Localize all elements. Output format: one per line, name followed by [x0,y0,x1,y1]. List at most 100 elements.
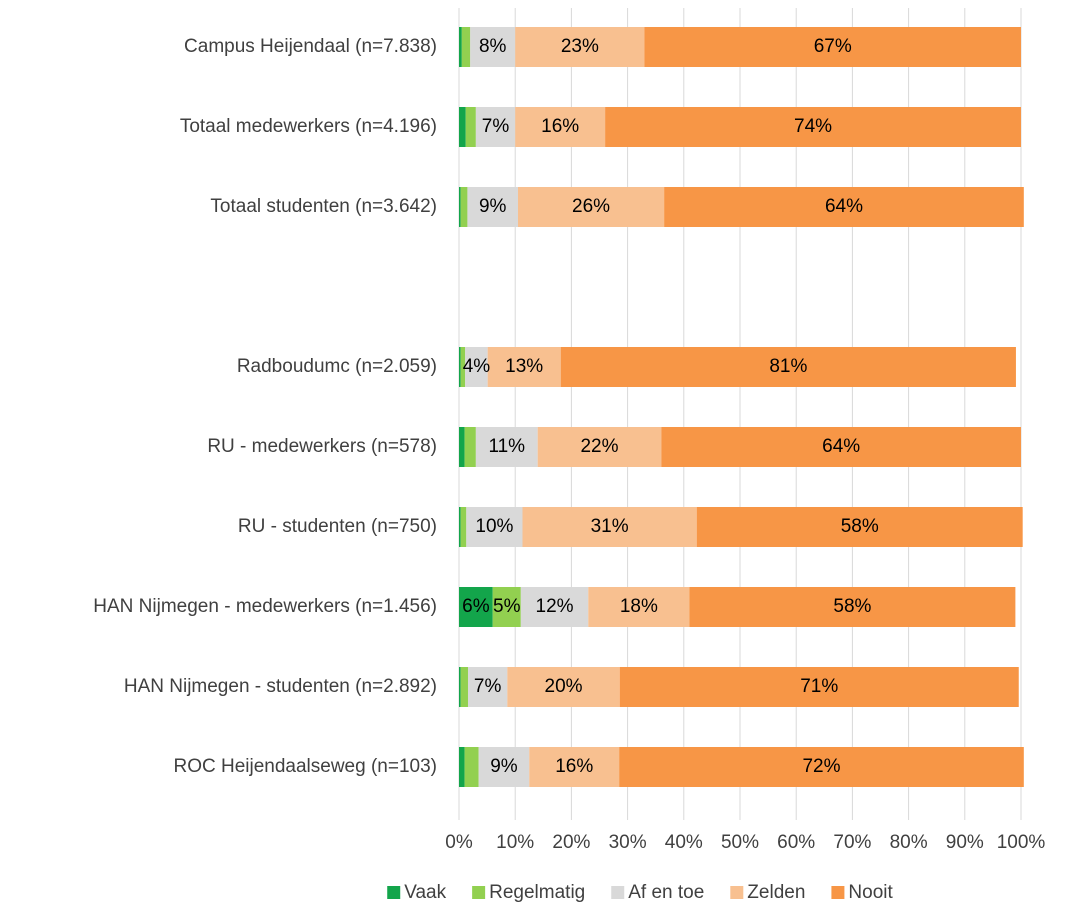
value-label: 81% [769,356,807,377]
value-label: 58% [833,596,871,617]
value-label: 31% [591,516,629,537]
value-label: 9% [490,756,518,777]
value-label: 7% [474,676,502,697]
bar-segment [459,427,465,467]
x-tick-label: 100% [997,832,1046,853]
legend-label: Nooit [848,882,893,903]
bar-segment [507,667,620,707]
bar-segment [459,187,461,227]
value-label: 58% [841,516,879,537]
x-tick-label: 80% [890,832,928,853]
bar-segment [696,507,1023,547]
legend-swatch [611,886,625,899]
value-label: 12% [536,596,574,617]
bars [459,27,1024,787]
category-label: Totaal studenten (n=3.642) [210,196,437,217]
bar-segment [518,187,665,227]
value-label: 18% [620,596,658,617]
value-label: 10% [475,516,513,537]
x-tick-label: 20% [552,832,590,853]
category-label: RU - medewerkers (n=578) [207,436,437,457]
bar-segment [460,347,466,387]
bar-segment [588,587,690,627]
value-label: 72% [802,756,840,777]
value-label: 13% [505,356,543,377]
bar-segment [459,27,462,67]
value-label: 11% [488,436,525,457]
bar-segment [461,27,471,67]
category-label: HAN Nijmegen - medewerkers (n=1.456) [93,596,437,617]
bar-segment [537,427,662,467]
category-label: ROC Heijendaalseweg (n=103) [173,756,437,777]
bar-segment [464,747,479,787]
x-tick-label: 50% [721,832,759,853]
value-label: 8% [479,36,507,57]
bar-segment [467,667,508,707]
bar-segment [689,587,1016,627]
bar-segment [459,507,461,547]
bar-segment [515,107,606,147]
value-label: 67% [814,36,852,57]
legend-swatch [730,886,744,899]
bar-segment [619,747,1024,787]
bar-segment [522,507,697,547]
value-label: 64% [825,196,863,217]
legend-swatch [472,886,486,899]
bar-segment [459,107,466,147]
value-label: 23% [561,36,599,57]
bar-segment [515,27,645,67]
value-label: 16% [541,116,579,137]
value-label: 71% [800,676,838,697]
value-label: 74% [794,116,832,137]
bar-segment [605,107,1021,147]
bar-segment [644,27,1021,67]
legend-swatch [831,886,845,899]
legend-label: Regelmatig [489,882,585,903]
bar-segment [520,587,589,627]
value-label: 26% [572,196,610,217]
value-label: 7% [482,116,510,137]
bar-segment [475,107,516,147]
bar-segment [464,427,476,467]
value-label: 5% [493,596,521,617]
value-label: 6% [462,596,490,617]
bar-segment [460,187,468,227]
x-tick-label: 0% [445,832,473,853]
bar-segment [460,667,468,707]
value-label: 20% [545,676,583,697]
x-tick-label: 60% [777,832,815,853]
bar-segment [475,427,538,467]
category-label: Radboudumc (n=2.059) [237,356,437,377]
value-label: 16% [555,756,593,777]
legend: Vaak Regelmatig Af en toe Zelden Nooit [387,882,893,903]
value-label: 64% [822,436,860,457]
x-tick-label: 30% [609,832,647,853]
category-label: HAN Nijmegen - studenten (n=2.892) [124,676,437,697]
bar-segment [470,27,516,67]
category-label: Totaal medewerkers (n=4.196) [180,116,437,137]
category-label: Campus Heijendaal (n=7.838) [184,36,437,57]
x-tick-label: 90% [946,832,984,853]
bar-segment [487,347,561,387]
bar-segment [529,747,620,787]
bar-segment [492,587,521,627]
value-label: 22% [580,436,618,457]
bar-segment [459,667,461,707]
bar-segment [664,187,1024,227]
bar-segment [661,427,1021,467]
bar-segment [466,507,523,547]
legend-swatch [387,886,401,899]
value-label: 9% [479,196,507,217]
bar-segment [478,747,530,787]
bar-segment [460,507,467,547]
bar-segment [459,747,465,787]
bar-segment [465,107,476,147]
bar-segment [619,667,1019,707]
bar-segment [459,347,461,387]
legend-label: Af en toe [628,882,704,903]
x-tick-label: 70% [833,832,871,853]
x-tick-label: 40% [665,832,703,853]
legend-label: Zelden [747,882,805,903]
value-label: 4% [463,356,491,377]
